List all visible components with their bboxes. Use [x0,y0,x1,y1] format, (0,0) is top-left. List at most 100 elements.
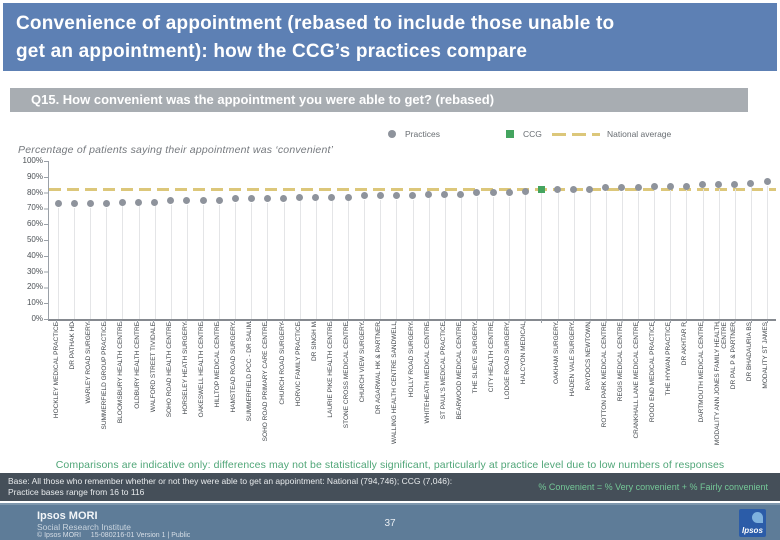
footer-bar: Ipsos MORI Social Research Institute © I… [0,503,780,540]
ipsos-logo-swirl-icon [752,512,763,523]
ipsos-logo-text: Ipsos [742,526,763,535]
x-axis-label: HOLLY ROAD SURGERY [407,322,415,398]
x-axis-label: BEARWOOD MEDICAL CENTRE [455,322,463,420]
practice-marker [634,184,642,192]
practice-marker [231,195,239,203]
x-axis-label: OAKESWELL HEALTH CENTRE [198,322,206,418]
column-gridline [251,202,253,319]
reference-text: 15-080216-01 Version 1 | Public [90,532,191,539]
x-axis-label: ROTTON PARK MEDICAL CENTRE [600,322,608,428]
column-gridline [702,188,704,319]
practice-marker [473,189,481,197]
y-axis-tick: 70% [26,203,43,213]
column-gridline [718,188,720,319]
practice-marker [747,179,755,187]
practice-marker [280,195,288,203]
x-axis-label: CITY HEALTH CENTRE [488,322,496,393]
column-gridline [509,196,511,319]
practice-marker [263,195,271,203]
x-axis-label: HORVIC FAMILY PRACTICE [294,322,302,407]
column-gridline [331,201,333,319]
comparison-note: Comparisons are indicative only: differe… [55,459,725,471]
column-gridline [380,199,382,319]
x-axis-label: SUMMERFIELD PCC - DR SALIM [246,322,254,422]
x-axis-label: DR AGARWAL HK & PARTNER [375,322,383,414]
legend-ccg: CCG [506,129,542,139]
column-gridline [734,188,736,319]
y-axis-tick: 90% [26,171,43,181]
practice-marker [505,189,513,197]
y-axis-tick: 10% [26,298,43,308]
x-axis-label: HORSELEY HEATH SURGERY [181,322,189,415]
national-average-line [49,187,776,191]
x-axis-label: RAYDOCS NEWTOWN [584,322,592,391]
x-axis-label: MODALITY ST JAMES [762,322,769,389]
column-gridline [460,198,462,319]
column-gridline [74,207,76,319]
practice-marker [682,182,690,190]
practice-marker [489,189,497,197]
practice-marker [296,193,304,201]
x-axis-label: WALLING HEALTH CENTRE SANDWELL [391,322,399,445]
y-axis-tick: 20% [26,282,43,292]
x-axis-label: MODALITY ANN JONES FAMILY HEALTH CENTRE [713,322,728,446]
column-gridline [122,206,124,319]
y-axis-tick: 0% [31,314,43,323]
practice-marker [167,197,175,204]
x-axis-label: DARTMOUTH MEDICAL CENTRE [697,322,705,423]
column-gridline [138,206,140,319]
column-gridline [428,198,430,319]
practice-marker [376,192,384,200]
y-axis-tick: 60% [26,219,43,229]
x-axis-label: SUMMERFIELD GROUP PRACTICE [101,322,109,430]
x-axis-label: HAMSTEAD ROAD SURGERY [230,322,238,413]
practice-marker [699,181,707,189]
practice-marker [602,184,610,192]
column-gridline [557,193,559,319]
x-axis-label: ROOD END MEDICAL PRACTICE [649,322,657,423]
brand-name: Ipsos MORI [37,510,98,522]
ccg-marker [537,185,545,193]
column-gridline [396,199,398,319]
column-gridline [348,201,350,319]
practice-marker [570,185,578,193]
x-axis-label: BLOOMSBURY HEALTH CENTRE [117,322,125,424]
practice-marker [586,185,594,193]
column-gridline [315,201,317,319]
x-axis-label: CRANKHALL LANE MEDICAL CENTRE [633,322,641,439]
y-axis-tick-marks [44,161,48,321]
brand-subtitle: Social Research Institute [37,522,132,532]
national-average-line-icon [552,132,600,136]
legend-practices-label: Practices [405,129,440,139]
column-gridline [525,195,527,319]
x-axis-label: WHITEHEATH MEDICAL CENTRE [423,322,431,424]
x-axis-label: HOCKLEY MEDICAL PRACTICE [53,322,60,419]
practice-marker [54,200,62,208]
practice-marker-icon [388,130,396,138]
question-banner: Q15. How convenient was the appointment … [10,88,748,112]
practice-marker [70,200,78,208]
slide-title: Convenience of appointment (rebased to i… [3,3,777,71]
x-axis-label: DR PAL P & PARTNER [729,322,737,390]
column-gridline [541,193,543,319]
column-gridline [364,199,366,319]
column-gridline [493,196,495,319]
copyright-line: © Ipsos MORI 15-080216-01 Version 1 | Pu… [37,532,190,539]
y-axis-tick: 100% [22,156,43,165]
base-bar: Base: All those who remember whether or … [0,473,780,501]
practice-marker [183,197,191,204]
x-axis-label: THE SLIEVE SURGERY [471,322,479,394]
convenient-definition: % Convenient = % Very convenient + % Fai… [538,482,768,492]
x-axis-label: THE HYWAN PRACTICE [665,322,673,396]
base-note-line1: Base: All those who remember whether or … [8,476,453,486]
base-note: Base: All those who remember whether or … [8,476,452,498]
practice-marker [312,193,320,201]
column-gridline [235,202,237,319]
practice-marker [360,192,368,200]
practice-marker [650,182,658,190]
column-gridline [654,190,656,319]
column-gridline [283,202,285,319]
x-axis-label: HILLTOP MEDICAL CENTRE [214,322,222,408]
practice-marker [715,181,723,189]
plot-area: 100% 90% 80% 70% 60% 50% 40% 30% 20% 10% 0% [23,156,776,323]
